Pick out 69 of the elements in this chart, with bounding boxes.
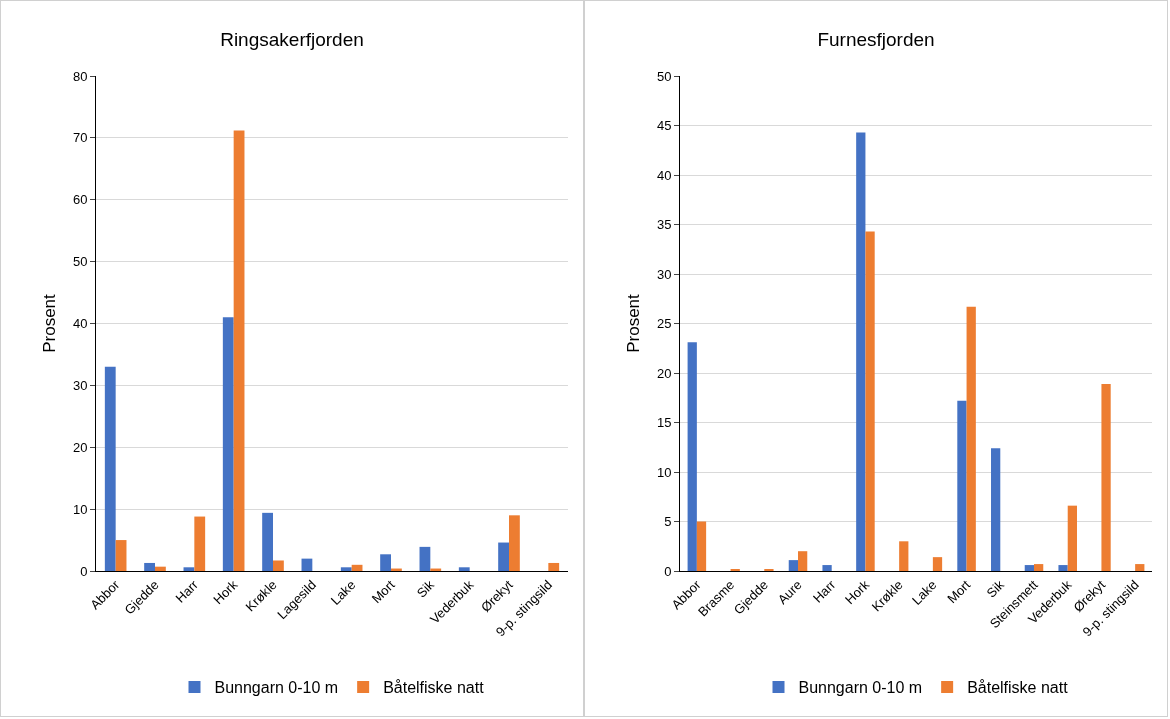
bar [115,540,127,571]
y-tick-label: 80 [72,68,88,84]
bar [991,448,1001,571]
x-tick-label: Harr [172,576,202,606]
bar [1024,565,1034,571]
bar [104,366,116,571]
bar [957,400,967,571]
y-tick-label: 70 [72,130,88,146]
legend-label: Båtelfiske natt [383,679,485,697]
bar [1058,565,1068,571]
x-tick-label: Harr [809,576,839,606]
y-tick-label: 45 [656,118,672,134]
bar [380,554,391,571]
y-tick-label: 10 [656,464,672,480]
y-tick-label: 60 [72,192,88,208]
y-tick-label: 20 [72,439,88,455]
bar [1034,564,1044,571]
bar [498,542,509,571]
y-tick-label: 20 [656,365,672,381]
y-tick-label: 10 [72,501,88,517]
y-tick-label: 0 [80,563,88,579]
bar [351,564,363,571]
x-tick-label: Mort [368,576,398,607]
y-tick-label: 50 [656,68,672,84]
y-tick-label: 25 [656,316,672,332]
bar [865,231,875,571]
bar [183,567,195,571]
bar [932,557,943,571]
bar [966,306,976,571]
bar [696,521,707,571]
bar [262,512,273,571]
bar [509,515,520,571]
bar [822,565,832,571]
y-tick-label: 35 [656,217,672,233]
y-tick-label: 0 [664,563,672,579]
y-axis-title: Prosent [624,293,644,353]
bar [419,546,431,571]
y-axis-title: Prosent [40,293,60,353]
x-tick-label: Mort [944,576,974,607]
y-tick-label: 30 [72,377,88,393]
chart-title: Ringsakerfjorden [220,29,364,51]
bar [687,342,697,571]
bar [1101,383,1111,571]
bar [1067,505,1077,571]
bar [273,560,284,571]
bar [798,551,808,571]
y-tick-label: 15 [656,415,672,431]
bar [233,130,245,571]
legend-label: Båtelfiske natt [967,679,1069,697]
y-tick-label: 40 [72,316,88,332]
chart-title: Furnesfjorden [817,29,935,51]
y-tick-label: 30 [656,266,672,282]
bar [301,558,313,571]
bar [144,562,155,571]
legend-label: Bunngarn 0-10 m [798,679,923,697]
bar [340,567,352,571]
bar [155,566,166,571]
bar [222,317,234,571]
y-tick-label: 5 [664,514,672,530]
legend-label: Bunngarn 0-10 m [214,679,339,697]
bar [548,562,560,571]
y-tick-label: 40 [656,167,672,183]
bar [458,567,470,571]
bar [194,516,206,571]
y-tick-label: 50 [72,254,88,270]
bar [899,541,909,571]
bar [788,560,798,571]
bar [1135,564,1145,571]
bar [856,132,866,571]
